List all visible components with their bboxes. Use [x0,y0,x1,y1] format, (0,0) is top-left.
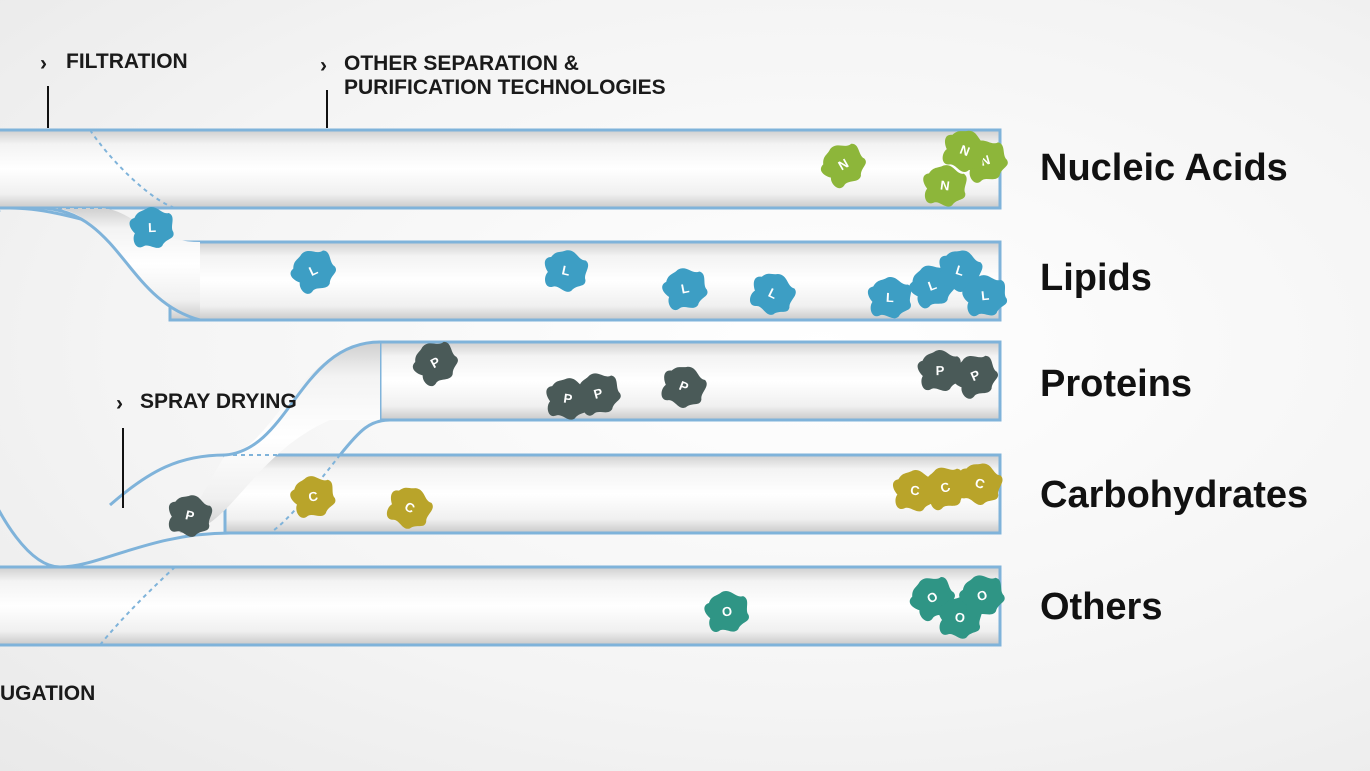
molecule-letter: P [936,363,945,378]
dotted-spray-diagonal [269,454,341,534]
tube-network [0,128,1002,647]
molecule-letter: P [184,507,196,524]
molecule-l: L [960,272,1009,319]
technique-centrifugation: UGATION [0,682,95,705]
molecule-letter: L [148,220,157,235]
loop-bottom-left [0,509,61,569]
molecule-n: N [920,162,969,209]
molecule-letter: L [680,280,691,296]
chevron-right-icon: › [116,392,123,415]
molecule-letter: L [560,262,571,278]
molecule-n: N [813,136,873,194]
molecule-c: C [891,468,938,513]
molecule-l: L [904,258,960,313]
molecule-o: O [934,593,985,642]
molecule-c: C [952,457,1007,510]
spray-drying-label: SPRAY DRYING [140,390,297,413]
molecule-letter: O [721,604,732,620]
label-carbohydrates: Carbohydrates [1040,474,1308,516]
label-lipids: Lipids [1040,257,1152,299]
molecule-l: L [743,265,801,322]
molecule-l: L [866,275,913,320]
molecule-letter: O [954,609,966,625]
chevron-right-icon: › [320,54,327,77]
molecule-c: C [287,472,338,521]
molecule-p: P [946,348,1004,404]
molecule-l: L [539,245,592,296]
molecule-c: C [917,461,973,515]
molecule-l: L [128,206,175,249]
molecule-letter: P [592,385,605,402]
filtration-label: FILTRATION [66,50,188,73]
molecule-p: P [542,375,592,422]
dotted-filtration [89,129,176,209]
molecule-o: O [702,589,751,634]
other-separation-label-line2: PURIFICATION TECHNOLOGIES [344,76,666,99]
branch-spray-fill [180,342,380,533]
other-separation-label-line1: OTHER SEPARATION & [344,52,579,75]
technique-other-separation: › OTHER SEPARATION & PURIFICATION TECHNO… [320,52,666,128]
branch-others-join [59,531,231,569]
molecule-l: L [284,242,342,299]
branch-spray-inner [338,418,391,456]
technique-spray-drying: › SPRAY DRYING [116,390,297,508]
molecule-l: L [932,244,987,297]
tube-others [0,565,1002,647]
chevron-right-icon: › [40,52,47,75]
row-labels: Nucleic Acids Lipids Proteins Carbohydra… [1040,147,1308,628]
molecule-p: P [917,349,962,392]
molecule-o: O [955,570,1008,621]
molecule-l: L [659,264,711,313]
molecule-letter: O [975,587,988,604]
dotted-centrifuge-diagonal [99,566,176,646]
molecule-letter: C [307,488,319,505]
centrifugation-label: UGATION [0,682,95,705]
molecule-c: C [380,479,439,536]
molecule-p: P [405,334,464,392]
label-proteins: Proteins [1040,363,1192,405]
technique-filtration: › FILTRATION [40,50,188,128]
molecule-letter: P [563,390,574,406]
molecule-p: P [571,368,625,420]
label-others: Others [1040,586,1162,628]
molecule-n: N [936,123,993,178]
molecule-o: O [902,569,961,627]
molecule-p: P [655,359,712,414]
molecule-letter: C [910,483,921,499]
molecule-letter: N [939,177,950,193]
molecule-letter: L [980,288,990,304]
tube-carbohydrates [223,453,1002,535]
molecule-p: P [163,490,216,541]
branch-spray-upper [224,340,381,457]
label-nucleic-acids: Nucleic Acids [1040,147,1288,189]
branch-filtration-fill [50,208,200,320]
branch-filtration-lower [39,206,201,322]
molecule-letter: L [886,290,895,305]
